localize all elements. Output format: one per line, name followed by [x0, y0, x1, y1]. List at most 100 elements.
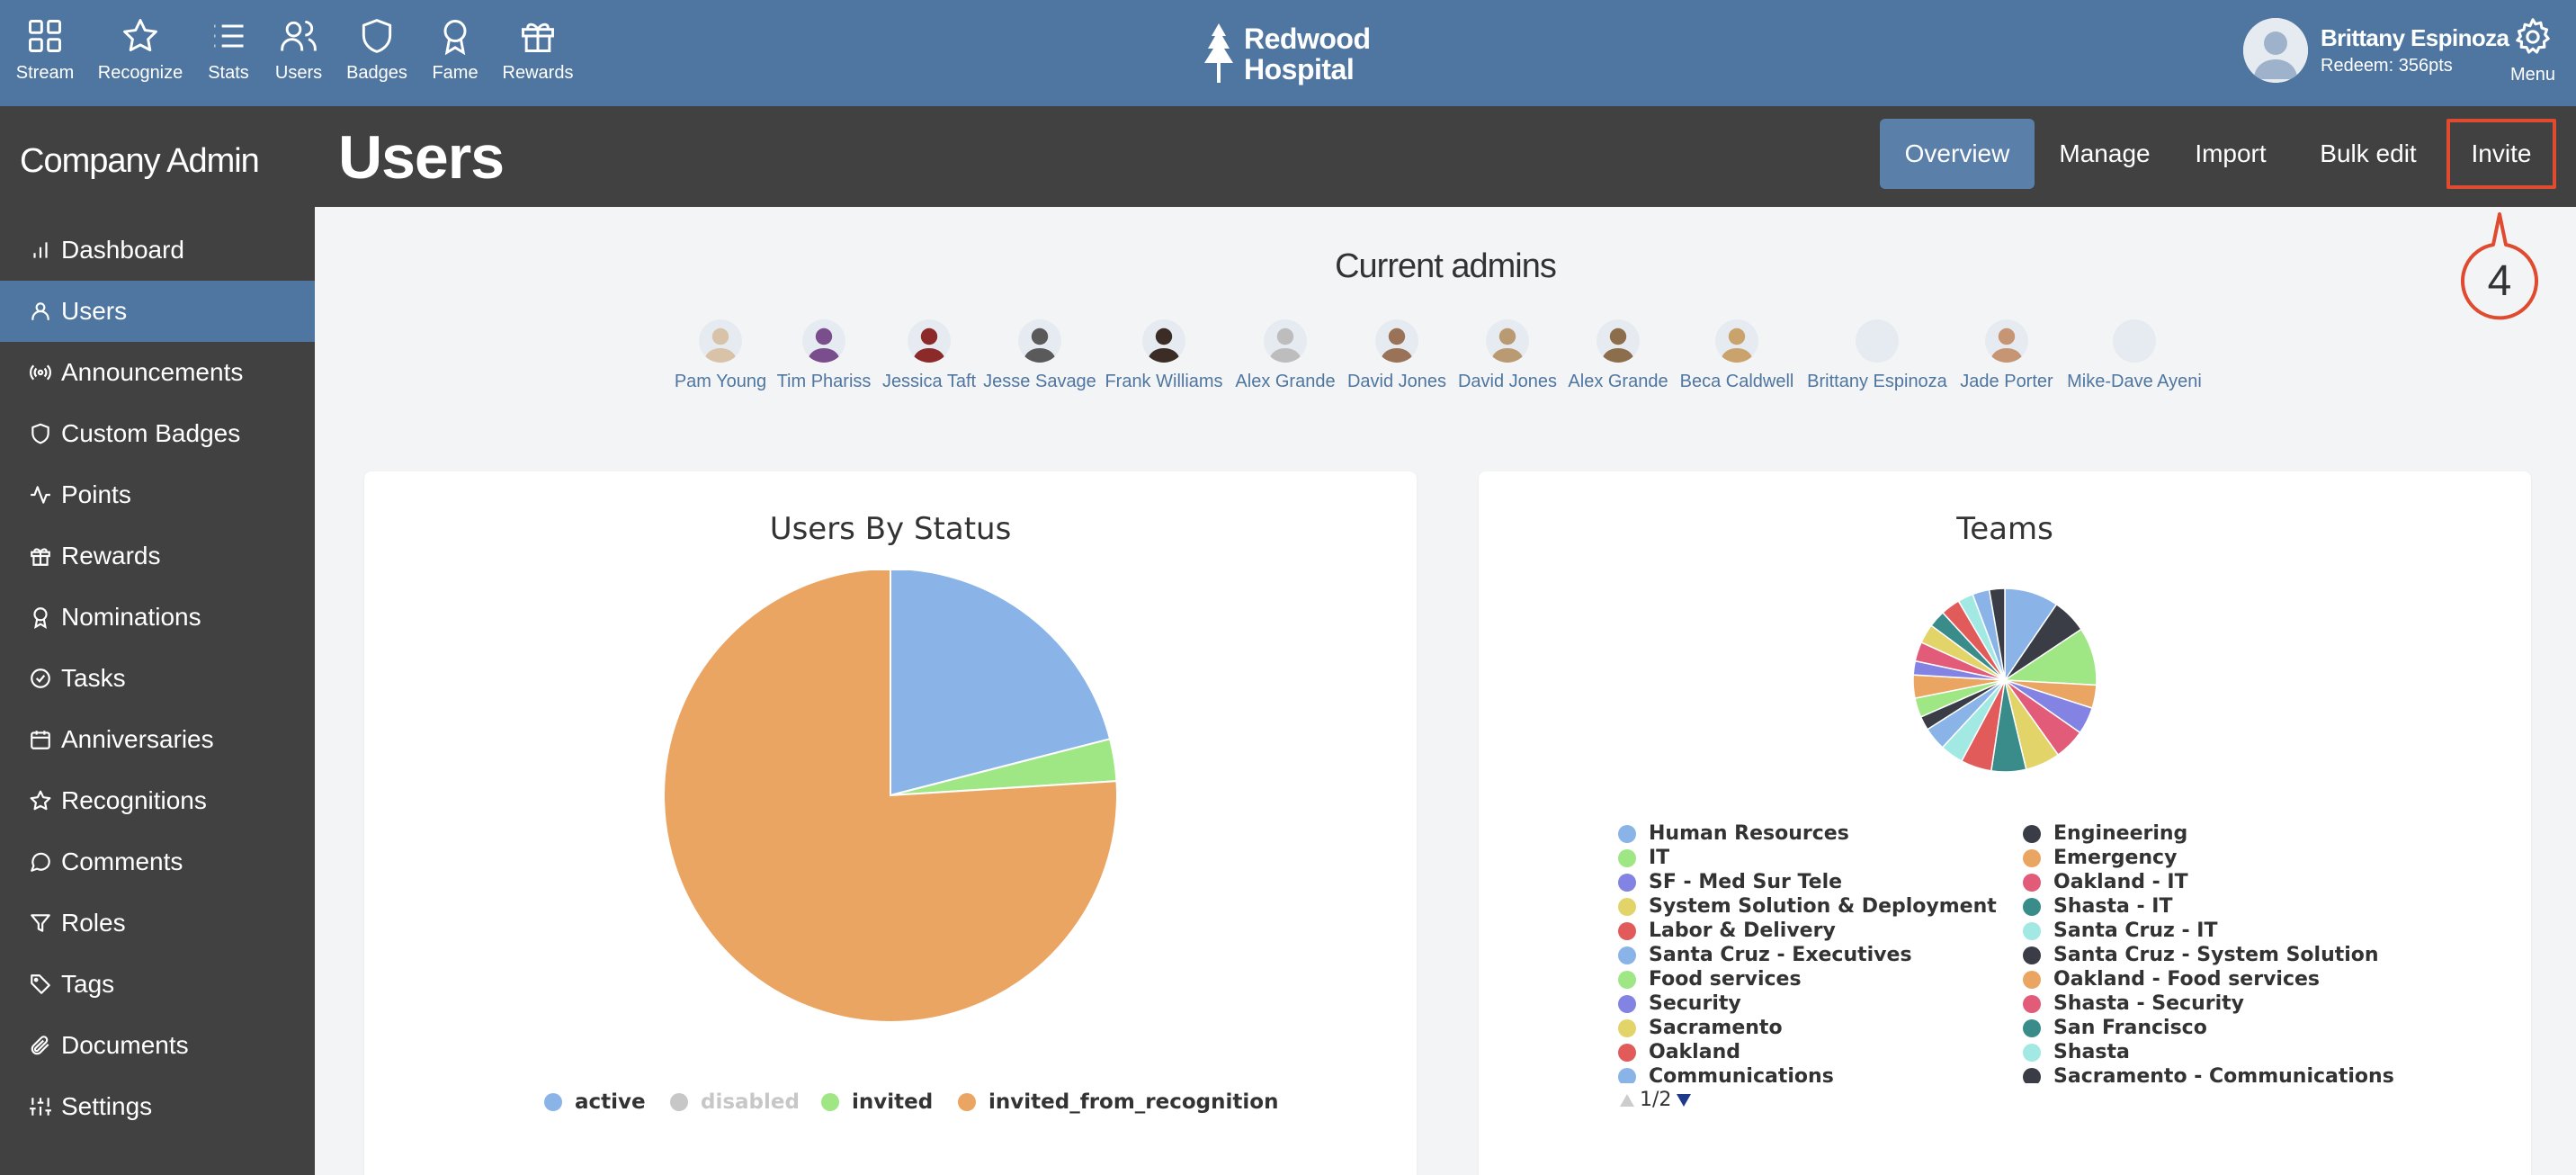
legend-item[interactable]: Shasta - IT — [2023, 895, 2172, 918]
legend-item[interactable]: System Solution & Deployment — [1618, 895, 1997, 918]
tab-manage[interactable]: Manage — [2059, 139, 2151, 167]
legend-item[interactable]: disabled — [670, 1090, 800, 1114]
admin-item[interactable]: Frank Williams — [1083, 319, 1245, 392]
user-profile[interactable]: Brittany Espinoza Redeem: 356pts — [2243, 18, 2509, 83]
users-by-status-pie — [663, 570, 1118, 1023]
legend-label: Oakland - IT — [2053, 871, 2188, 893]
legend-item[interactable]: active — [544, 1090, 646, 1114]
sidebar-item-announcements[interactable]: Announcements — [0, 342, 315, 403]
nav-badges[interactable]: Badges — [344, 0, 410, 106]
legend-item[interactable]: Labor & Delivery — [1618, 919, 1836, 942]
brand-logo[interactable]: Redwood Hospital — [1201, 18, 1371, 90]
menu-button[interactable]: Menu — [2500, 0, 2565, 106]
legend-label: active — [575, 1090, 646, 1114]
legend-item[interactable]: invited_from_recognition — [958, 1090, 1278, 1114]
admin-item[interactable]: Jade Porter — [1926, 319, 2088, 392]
sidebar-item-label: Tags — [61, 970, 115, 998]
nav-fame[interactable]: Fame — [428, 0, 482, 106]
sidebar-item-label: Tasks — [61, 664, 126, 692]
broadcast-icon — [30, 364, 51, 381]
legend-label: Emergency — [2053, 847, 2178, 869]
sidebar-item-nominations[interactable]: Nominations — [0, 587, 315, 648]
legend-item[interactable]: Communications — [1618, 1065, 1834, 1083]
legend-item[interactable]: Security — [1618, 992, 1741, 1015]
legend-swatch — [1618, 1043, 1636, 1062]
legend-item[interactable]: Oakland — [1618, 1041, 1740, 1063]
legend-item[interactable]: Santa Cruz - System Solution — [2023, 944, 2379, 966]
sidebar-item-tasks[interactable]: Tasks — [0, 648, 315, 709]
legend-swatch — [1618, 1067, 1636, 1083]
admin-name: Alex Grande — [1568, 372, 1668, 391]
team-slice[interactable] — [1988, 588, 2006, 681]
legend-item[interactable]: Human Resources — [1618, 822, 1849, 845]
tab-bulk-edit[interactable]: Bulk edit — [2320, 139, 2417, 167]
legend-item[interactable]: Oakland - IT — [2023, 871, 2188, 893]
legend-swatch — [2023, 1018, 2041, 1037]
legend-label: IT — [1649, 847, 1670, 869]
admin-name: David Jones — [1457, 372, 1558, 391]
avatar — [2243, 18, 2308, 83]
page-up-icon[interactable] — [1618, 1091, 1636, 1109]
nav-users[interactable]: Users — [273, 0, 324, 106]
legend-item[interactable]: Emergency — [2023, 847, 2177, 869]
tab-import[interactable]: Import — [2195, 139, 2267, 167]
legend-item[interactable]: San Francisco — [2023, 1017, 2207, 1039]
sidebar-item-rewards[interactable]: Rewards — [0, 525, 315, 587]
admin-item[interactable]: Jessica Taft — [848, 319, 1010, 392]
legend-item[interactable]: Oakland - Food services — [2023, 968, 2320, 991]
sidebar-item-tags[interactable]: Tags — [0, 954, 315, 1015]
legend-swatch — [1618, 921, 1636, 940]
nav-recognize[interactable]: Recognize — [98, 0, 183, 106]
nav-stats[interactable]: Stats — [205, 0, 252, 106]
legend-item[interactable]: Food services — [1618, 968, 1802, 991]
sidebar-item-custom-badges[interactable]: Custom Badges — [0, 403, 315, 464]
legend-item[interactable]: Santa Cruz - IT — [2023, 919, 2217, 942]
legend-label: System Solution & Deployment — [1649, 895, 1997, 918]
admin-item[interactable]: Pam Young — [640, 319, 801, 392]
page-down-icon[interactable] — [1675, 1091, 1693, 1109]
star-icon — [123, 19, 157, 52]
legend-swatch — [958, 1093, 976, 1111]
user-redeem-points: Redeem: 356pts — [2321, 56, 2453, 76]
legend-label: disabled — [701, 1090, 800, 1114]
legend-item[interactable]: Shasta - Security — [2023, 992, 2244, 1015]
legend-item[interactable]: Sacramento — [1618, 1017, 1783, 1039]
teams-pie — [1912, 588, 2097, 773]
admin-item[interactable]: Beca Caldwell — [1656, 319, 1818, 392]
admin-item[interactable]: Tim Phariss — [743, 319, 905, 392]
admin-item[interactable]: David Jones — [1427, 319, 1588, 392]
legend-item[interactable]: IT — [1618, 847, 1669, 869]
comment-icon — [31, 852, 50, 872]
sidebar-item-recognitions[interactable]: Recognitions — [0, 770, 315, 831]
status-slice[interactable] — [890, 570, 1112, 797]
admin-item[interactable]: Jesse Savage — [959, 319, 1121, 392]
admin-item[interactable]: Alex Grande — [1204, 319, 1366, 392]
legend-item[interactable]: Sacramento - Communications — [2023, 1065, 2394, 1083]
admin-item[interactable]: Brittany Espinoza — [1796, 319, 1958, 392]
status-slice[interactable] — [663, 570, 1118, 1023]
sidebar-item-users[interactable]: Users — [0, 281, 315, 342]
nav-stream[interactable]: Stream — [16, 0, 74, 106]
tab-overview[interactable]: Overview — [1880, 119, 2035, 189]
legend-item[interactable]: invited — [821, 1090, 933, 1114]
legend-item[interactable]: SF - Med Sur Tele — [1618, 871, 1842, 893]
legend-item[interactable]: Engineering — [2023, 822, 2187, 845]
legend-swatch — [1618, 873, 1636, 892]
sidebar-item-roles[interactable]: Roles — [0, 892, 315, 954]
legend-swatch — [670, 1093, 688, 1111]
star-icon — [30, 790, 51, 811]
sidebar-item-dashboard[interactable]: Dashboard — [0, 220, 315, 281]
sidebar-item-settings[interactable]: Settings — [0, 1076, 315, 1137]
sidebar-item-points[interactable]: Points — [0, 464, 315, 525]
tab-invite[interactable]: Invite — [2446, 119, 2556, 189]
sidebar-item-comments[interactable]: Comments — [0, 831, 315, 892]
legend-item[interactable]: Santa Cruz - Executives — [1618, 944, 1912, 966]
sidebar-item-anniversaries[interactable]: Anniversaries — [0, 709, 315, 770]
sidebar-item-documents[interactable]: Documents — [0, 1015, 315, 1076]
admin-item[interactable]: Alex Grande — [1537, 319, 1699, 392]
nav-rewards[interactable]: Rewards — [502, 0, 574, 106]
admin-item[interactable]: Mike-Dave Ayeni — [2053, 319, 2215, 392]
legend-item[interactable]: Shasta — [2023, 1041, 2130, 1063]
legend-swatch — [2023, 873, 2041, 892]
admin-item[interactable]: David Jones — [1316, 319, 1478, 392]
